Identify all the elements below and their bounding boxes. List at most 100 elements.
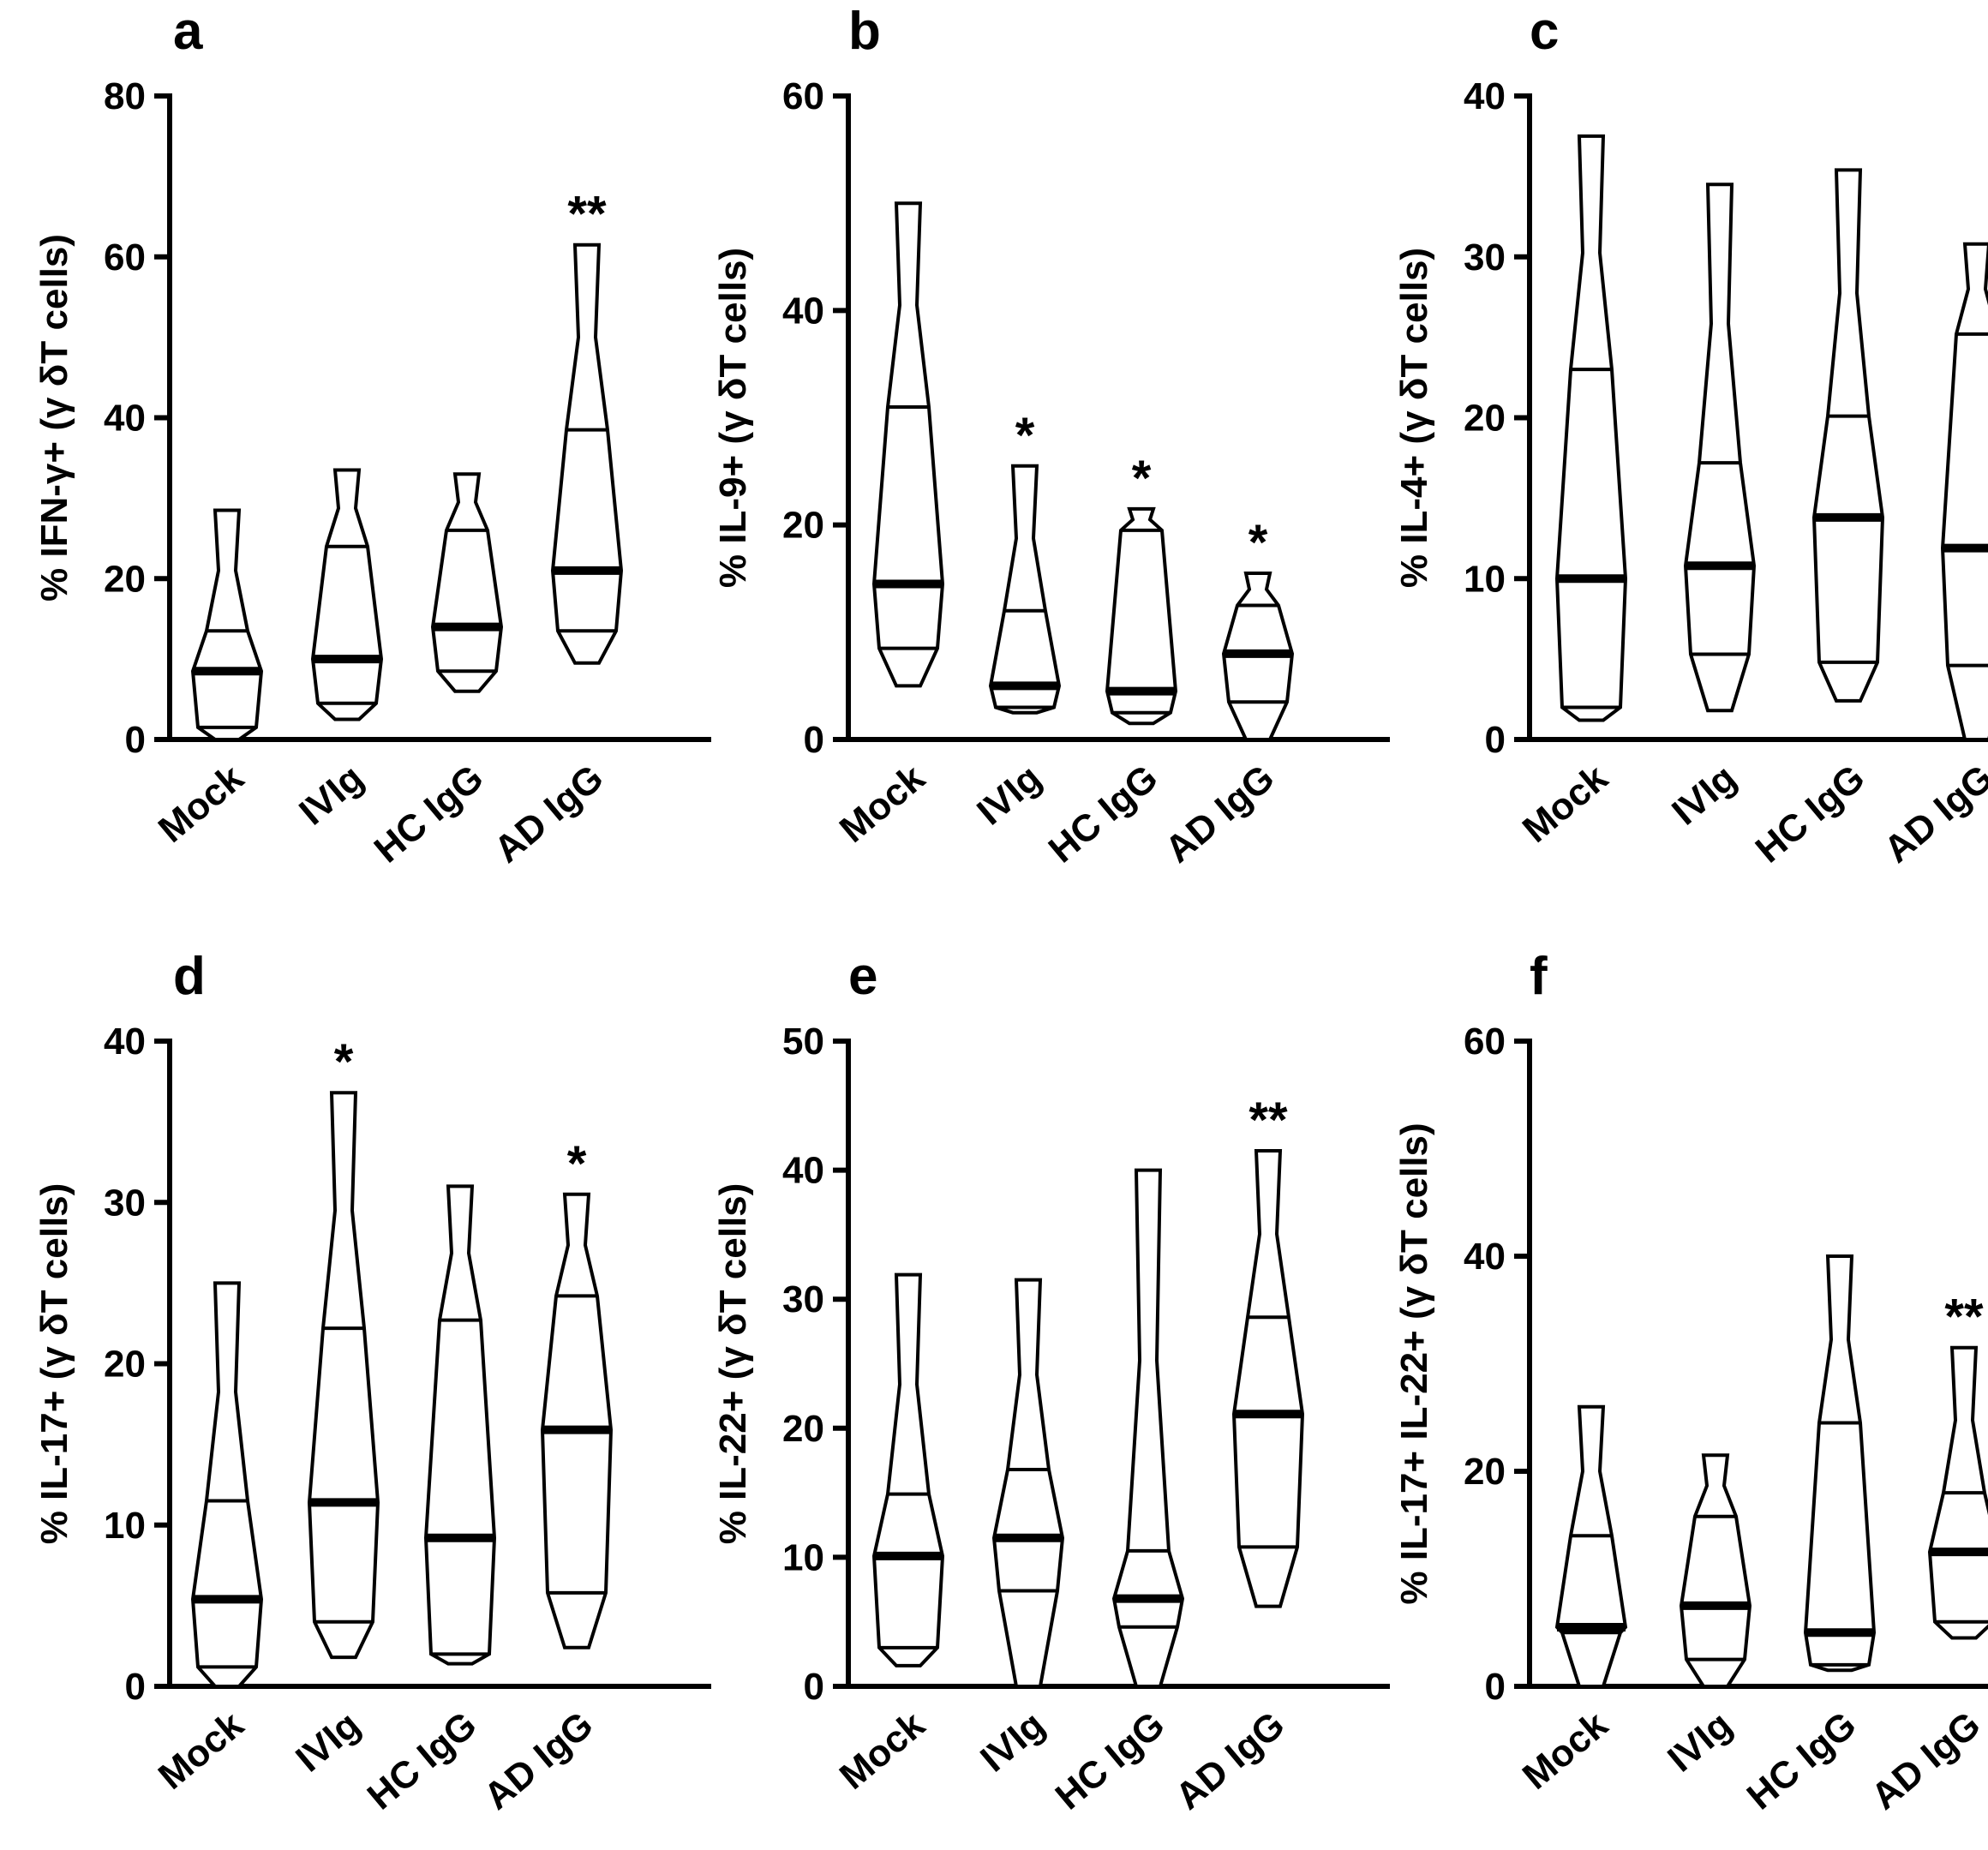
violin-hc-igg: * [1105,451,1178,726]
violin-body [1811,168,1885,703]
violin-body [1679,1453,1752,1688]
y-tick-label: 20 [104,558,146,600]
x-category-label: IVIg [969,757,1049,833]
y-tick-label: 0 [1485,1666,1506,1708]
violin-body [1554,134,1628,722]
x-category-label: IVIg [973,1703,1052,1780]
y-tick-label: 20 [782,1408,824,1450]
significance-marker: ** [1248,1093,1288,1148]
y-tick-label: 30 [104,1182,146,1224]
y-tick-label: 0 [1485,719,1506,761]
violin-body [1554,1404,1628,1688]
violin-body [1803,1254,1877,1673]
y-tick-label: 20 [782,505,824,547]
panel-letter: c [1530,2,1559,61]
y-tick-label: 60 [104,236,146,278]
x-category-label: Mock [151,757,252,851]
violin-ad-igg: ** [1231,1093,1305,1608]
significance-marker: * [1248,515,1268,571]
y-tick-label: 40 [1464,1236,1506,1278]
panel-letter: f [1530,947,1548,1006]
x-category-label: HC IgG [1740,1703,1865,1817]
panel-f: f 0 20 40 60 % IL-17+ IL-22+ (γ δT cells) Mock… [1393,947,1988,1818]
significance-marker: * [1015,408,1035,464]
x-category-label: IVIg [1660,1703,1740,1780]
x-category-label: Mock [151,1703,252,1798]
violin-body [307,1091,380,1660]
y-tick-label: 0 [125,1666,146,1708]
y-tick-label: 20 [1464,398,1506,440]
x-category-label: HC IgG [1048,1703,1173,1817]
significance-marker: * [567,1136,587,1192]
y-axis-title: % IL-4+ (γ δT cells) [1393,248,1435,588]
y-tick-label: 40 [104,1021,146,1063]
violin-body [1231,1149,1305,1608]
violin-ivig [1683,183,1757,713]
violin-body [550,242,624,665]
violin-mock [190,508,264,741]
violin-mock [871,1272,945,1667]
violin-ad-igg: * [1221,515,1295,741]
violin-hc-igg [1111,1168,1185,1688]
violin-body [1683,183,1757,713]
x-category-label: HC IgG [360,1703,485,1817]
y-tick-label: 40 [1464,75,1506,117]
panel-e: e 0 10 20 30 40 50 % IL-22+ (γ δT cells) Mock IVI… [712,947,1390,1818]
x-category-label: AD IgG [1158,757,1283,871]
y-tick-label: 0 [125,719,146,761]
x-category-label: HC IgG [367,757,492,871]
panel-letter: d [173,947,206,1006]
y-tick-label: 0 [804,1666,824,1708]
violin-ivig: * [988,408,1062,715]
panel-c: c 0 10 20 30 40 % IL-4+ (γ δT cells) Mock IVIg HC… [1393,2,1988,871]
x-category-label: Mock [832,1703,933,1798]
y-tick-label: 40 [104,398,146,440]
y-tick-label: 10 [1464,558,1506,600]
x-category-label: AD IgG [1168,1703,1293,1817]
violin-ad-igg [1940,242,1988,741]
y-tick-label: 20 [1464,1451,1506,1493]
y-tick-label: 10 [104,1505,146,1547]
violin-ad-igg: ** [550,187,624,665]
y-tick-label: 40 [782,290,824,332]
violin-body [430,472,504,693]
panel-letter: e [848,947,877,1006]
panel-b: b 0 20 40 60 % IL-9+ (γ δT cells) Mock * IVIg * HC… [712,2,1390,871]
x-category-label: HC IgG [1748,757,1873,871]
y-axis-title: % IL-17+ (γ δT cells) [33,1183,75,1545]
y-tick-label: 80 [104,75,146,117]
violin-body [423,1184,497,1666]
violin-ivig [1679,1453,1752,1688]
x-category-label: Mock [1515,1703,1616,1798]
x-category-label: AD IgG [1877,757,1988,871]
x-category-label: Mock [1515,757,1616,851]
violin-ad-igg: * [540,1136,614,1649]
y-tick-label: 30 [782,1278,824,1320]
violin-body [1111,1168,1185,1688]
x-category-label: HC IgG [1041,757,1166,871]
y-axis-title: % IFN-γ+ (γ δT cells) [33,234,75,602]
y-axis-title: % IL-17+ IL-22+ (γ δT cells) [1393,1123,1435,1604]
significance-marker: * [334,1034,354,1090]
violin-body [190,1281,264,1688]
x-category-label: IVIg [1664,757,1744,833]
violin-body [871,201,945,688]
violin-hc-igg [423,1184,497,1666]
y-axis-title: % IL-9+ (γ δT cells) [712,248,754,588]
y-tick-label: 60 [1464,1021,1506,1063]
x-category-label: AD IgG [487,757,612,871]
violin-mock [871,201,945,688]
violin-hc-igg [430,472,504,693]
violin-mock [1554,1404,1628,1688]
x-category-label: IVIg [288,1703,368,1780]
y-tick-label: 50 [782,1021,824,1063]
y-tick-label: 60 [782,75,824,117]
x-category-label: AD IgG [1864,1703,1988,1817]
y-tick-label: 30 [1464,236,1506,278]
panel-letter: b [848,2,881,61]
significance-marker: ** [1944,1290,1984,1345]
violin-body [871,1272,945,1667]
y-tick-label: 10 [782,1536,824,1578]
violin-hc-igg [1803,1254,1877,1673]
